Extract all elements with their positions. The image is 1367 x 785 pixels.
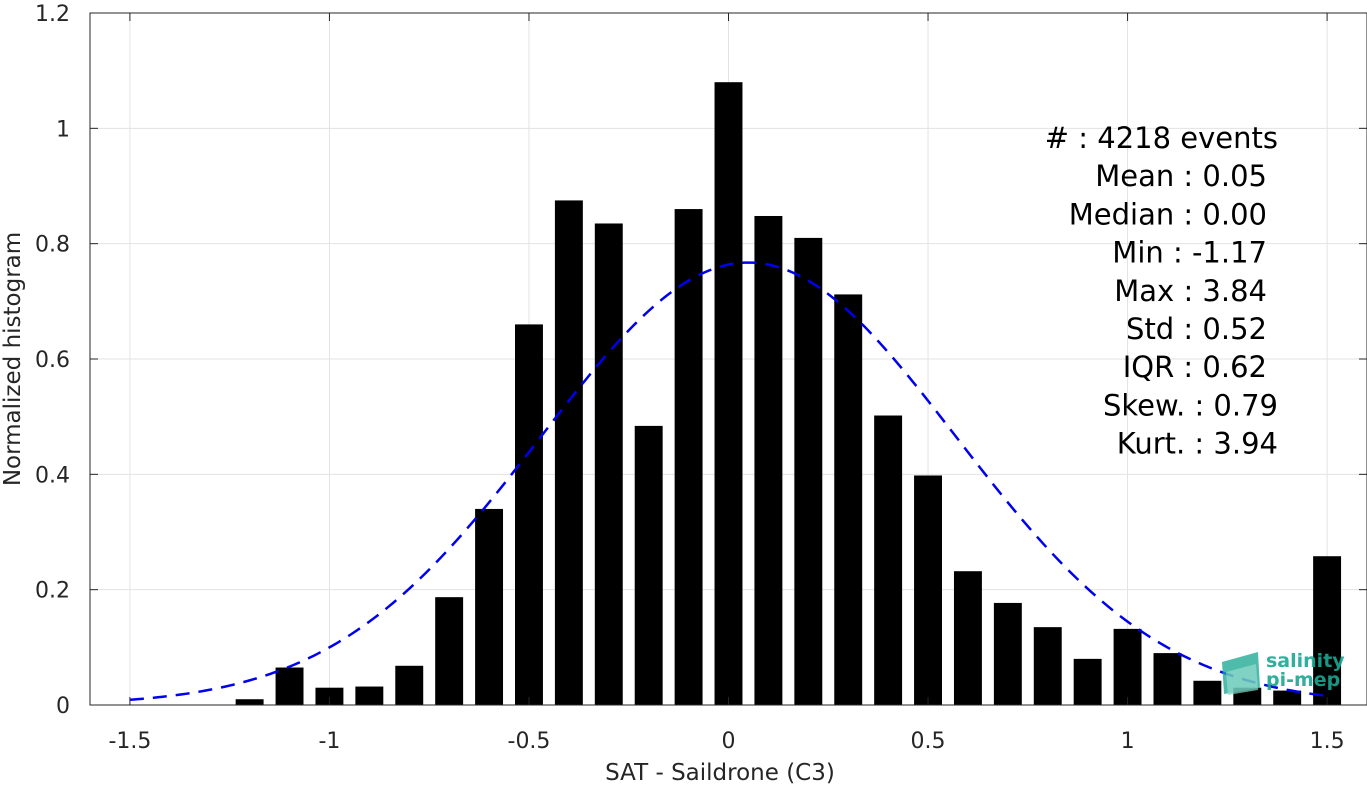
y-tick-label: 0.6: [35, 348, 70, 373]
ticks: [90, 12, 1367, 706]
histogram-bar: [834, 294, 863, 705]
logo-text-line1: salinity: [1266, 650, 1345, 672]
histogram-bar: [993, 602, 1022, 705]
y-axis-title: Normalized histogram: [0, 232, 26, 486]
x-tick-label: -1: [318, 729, 340, 754]
histogram-bar: [235, 699, 264, 705]
histogram-bar: [554, 200, 583, 705]
normal-fit-curve: [129, 261, 1328, 702]
stat-line: Median : 0.00: [1069, 197, 1267, 231]
stat-line: Mean : 0.05: [1095, 159, 1267, 193]
histogram-bar: [1113, 628, 1142, 705]
histogram-bar: [1273, 690, 1302, 705]
x-tick-label: 1.5: [1310, 729, 1345, 754]
bars: [235, 82, 1342, 706]
histogram-bar: [515, 324, 543, 705]
histogram-bar: [754, 215, 783, 705]
y-tick-labels: 0 0.2 0.4 0.6 0.8 1 1.2: [35, 2, 70, 719]
x-tick-label: 0.5: [911, 729, 946, 754]
histogram-bar: [315, 687, 344, 705]
histogram-bar: [435, 597, 464, 705]
histogram-bar: [874, 415, 903, 705]
histogram-bar: [594, 223, 623, 705]
y-tick-label: 1.2: [35, 2, 70, 27]
y-tick-label: 1: [56, 117, 70, 142]
salinity-pi-mep-logo: salinity pi-mep: [1222, 650, 1345, 695]
histogram-bar: [794, 237, 823, 705]
stat-line: Max : 3.84: [1114, 274, 1267, 308]
histogram-bar: [914, 475, 942, 705]
histogram-bar: [953, 571, 982, 705]
stat-line: Std : 0.52: [1126, 312, 1267, 346]
stat-line: IQR : 0.62: [1123, 350, 1267, 384]
histogram-bar: [674, 209, 703, 706]
stat-line: Skew. : 0.79: [1103, 388, 1278, 422]
x-tick-label: -1.5: [108, 729, 151, 754]
logo-text-line2: pi-mep: [1266, 669, 1340, 691]
x-tick-label: 1: [1121, 729, 1135, 754]
logo-mark-icon: [1222, 652, 1260, 695]
histogram-bar: [1313, 556, 1342, 705]
stat-line: Kurt. : 3.94: [1117, 427, 1278, 461]
stat-line: Min : -1.17: [1112, 236, 1267, 270]
x-tick-labels: -1.5 -1 -0.5 0 0.5 1 1.5: [108, 729, 1344, 754]
histogram-bar: [634, 425, 663, 705]
x-axis-title: SAT - Saildrone (C3): [605, 760, 835, 785]
histogram-bar: [1073, 658, 1102, 705]
y-tick-label: 0: [56, 694, 70, 719]
x-tick-label: 0: [722, 729, 736, 754]
histogram-bar: [275, 667, 304, 705]
histogram-bar: [1193, 680, 1222, 705]
x-tick-label: -0.5: [508, 729, 551, 754]
y-tick-label: 0.8: [35, 233, 70, 258]
y-tick-label: 0.2: [35, 579, 70, 604]
histogram-bar: [395, 665, 424, 705]
stat-line: # : 4218 events: [1045, 121, 1278, 155]
y-tick-label: 0.4: [35, 463, 70, 488]
histogram-bar: [355, 686, 384, 705]
histogram-bar: [714, 82, 743, 705]
histogram-bar: [1153, 653, 1182, 705]
histogram-bar: [1033, 627, 1062, 705]
stats-box: # : 4218 events Mean : 0.05 Median : 0.00 M…: [1045, 121, 1278, 461]
histogram-bar: [475, 508, 504, 705]
